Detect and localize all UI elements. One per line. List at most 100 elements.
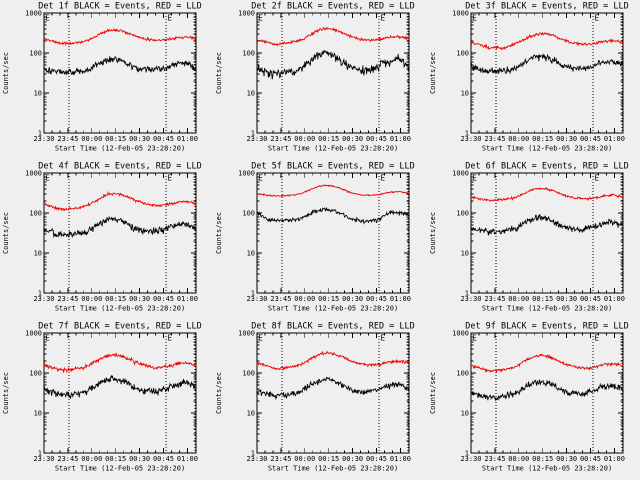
svg-text:00:00: 00:00 — [81, 295, 102, 303]
svg-text:1: 1 — [38, 289, 42, 297]
subplot-det-7f: 23:30 23:45 00:00 00:15 00:30 00:45 01:00 1 10 10… — [0, 320, 213, 480]
svg-text:Start Time (12-Feb-05 23:28:20: Start Time (12-Feb-05 23:28:20) — [481, 304, 611, 312]
svg-text:23:30: 23:30 — [460, 455, 481, 463]
svg-text:Counts/sec: Counts/sec — [429, 212, 437, 254]
svg-text:E: E — [594, 334, 599, 343]
chart-det-8f: 23:30 23:45 00:00 00:15 00:30 00:45 01:00 1 10 10… — [215, 322, 415, 473]
svg-text:Det 9f BLACK = Events, RED = L: Det 9f BLACK = Events, RED = LLD — [465, 322, 628, 332]
svg-text:00:00: 00:00 — [295, 455, 316, 463]
svg-text:01:00: 01:00 — [177, 295, 198, 303]
svg-text:10: 10 — [247, 249, 255, 257]
chart-det-2f: 23:30 23:45 00:00 00:15 00:30 00:45 01:00 1 10 10… — [215, 2, 415, 153]
svg-text:100: 100 — [243, 210, 256, 218]
svg-text:E: E — [167, 14, 172, 23]
svg-text:100: 100 — [456, 370, 469, 378]
svg-text:100: 100 — [29, 370, 42, 378]
svg-text:23:45: 23:45 — [484, 295, 505, 303]
svg-text:00:00: 00:00 — [508, 455, 529, 463]
svg-text:E: E — [381, 14, 386, 23]
svg-text:E: E — [381, 334, 386, 343]
svg-text:1000: 1000 — [238, 10, 255, 18]
svg-text:01:00: 01:00 — [604, 295, 625, 303]
svg-text:00:45: 00:45 — [153, 455, 174, 463]
svg-text:Counts/sec: Counts/sec — [2, 372, 10, 414]
svg-text:1000: 1000 — [452, 10, 469, 18]
svg-text:1000: 1000 — [238, 170, 255, 178]
svg-text:1: 1 — [38, 129, 42, 137]
svg-text:00:45: 00:45 — [580, 135, 601, 143]
svg-text:1: 1 — [464, 449, 468, 457]
svg-text:23:45: 23:45 — [57, 455, 78, 463]
svg-text:00:45: 00:45 — [366, 295, 387, 303]
svg-text:E: E — [167, 334, 172, 343]
svg-text:23:45: 23:45 — [271, 295, 292, 303]
svg-text:E: E — [381, 174, 386, 183]
svg-text:01:00: 01:00 — [390, 295, 411, 303]
svg-text:00:45: 00:45 — [366, 135, 387, 143]
svg-text:E: E — [259, 334, 264, 343]
svg-text:1: 1 — [251, 289, 255, 297]
svg-text:10: 10 — [34, 249, 42, 257]
svg-text:23:30: 23:30 — [247, 135, 268, 143]
chart-det-4f: 23:30 23:45 00:00 00:15 00:30 00:45 01:00 1 10 10… — [2, 162, 202, 313]
chart-det-6f: 23:30 23:45 00:00 00:15 00:30 00:45 01:00 1 10 10… — [429, 162, 629, 313]
svg-text:100: 100 — [456, 210, 469, 218]
svg-text:23:45: 23:45 — [57, 295, 78, 303]
svg-text:Start Time (12-Feb-05 23:28:20: Start Time (12-Feb-05 23:28:20) — [268, 304, 398, 312]
svg-text:Det 1f BLACK = Events, RED = L: Det 1f BLACK = Events, RED = LLD — [38, 2, 201, 12]
svg-text:1: 1 — [251, 449, 255, 457]
svg-text:01:00: 01:00 — [177, 135, 198, 143]
svg-text:00:30: 00:30 — [129, 135, 150, 143]
svg-text:23:30: 23:30 — [33, 295, 54, 303]
subplot-det-9f: 23:30 23:45 00:00 00:15 00:30 00:45 01:00 1 10 10… — [427, 320, 640, 480]
svg-text:23:30: 23:30 — [460, 135, 481, 143]
svg-text:Start Time (12-Feb-05 23:28:20: Start Time (12-Feb-05 23:28:20) — [55, 464, 185, 472]
subplot-det-6f: 23:30 23:45 00:00 00:15 00:30 00:45 01:00 1 10 10… — [427, 160, 640, 320]
svg-text:00:15: 00:15 — [105, 455, 126, 463]
svg-text:00:00: 00:00 — [295, 135, 316, 143]
svg-text:10: 10 — [460, 249, 468, 257]
svg-text:10: 10 — [34, 409, 42, 417]
svg-text:23:45: 23:45 — [57, 135, 78, 143]
svg-text:Det 6f BLACK = Events, RED = L: Det 6f BLACK = Events, RED = LLD — [465, 162, 628, 172]
svg-text:E: E — [594, 174, 599, 183]
svg-text:Start Time (12-Feb-05 23:28:20: Start Time (12-Feb-05 23:28:20) — [268, 464, 398, 472]
svg-text:00:15: 00:15 — [319, 455, 340, 463]
svg-text:Det 8f BLACK = Events, RED = L: Det 8f BLACK = Events, RED = LLD — [252, 322, 415, 332]
svg-text:00:15: 00:15 — [319, 135, 340, 143]
svg-text:23:45: 23:45 — [484, 455, 505, 463]
svg-text:00:30: 00:30 — [342, 135, 363, 143]
svg-text:00:30: 00:30 — [129, 295, 150, 303]
svg-text:00:15: 00:15 — [532, 295, 553, 303]
svg-text:1: 1 — [38, 449, 42, 457]
subplot-det-4f: 23:30 23:45 00:00 00:15 00:30 00:45 01:00 1 10 10… — [0, 160, 213, 320]
svg-text:E: E — [259, 14, 264, 23]
svg-text:00:45: 00:45 — [366, 455, 387, 463]
svg-text:Det 2f BLACK = Events, RED = L: Det 2f BLACK = Events, RED = LLD — [252, 2, 415, 12]
svg-text:23:30: 23:30 — [247, 295, 268, 303]
chart-det-9f: 23:30 23:45 00:00 00:15 00:30 00:45 01:00 1 10 10… — [429, 322, 629, 473]
svg-text:Counts/sec: Counts/sec — [215, 372, 223, 414]
svg-text:00:30: 00:30 — [342, 455, 363, 463]
svg-text:00:15: 00:15 — [319, 295, 340, 303]
svg-text:1000: 1000 — [25, 330, 42, 338]
svg-text:00:15: 00:15 — [105, 135, 126, 143]
svg-text:100: 100 — [456, 50, 469, 58]
svg-text:Start Time (12-Feb-05 23:28:20: Start Time (12-Feb-05 23:28:20) — [55, 304, 185, 312]
svg-text:10: 10 — [247, 409, 255, 417]
svg-text:E: E — [472, 174, 477, 183]
svg-text:00:30: 00:30 — [342, 295, 363, 303]
svg-text:Counts/sec: Counts/sec — [215, 52, 223, 94]
svg-text:00:30: 00:30 — [129, 455, 150, 463]
svg-text:00:30: 00:30 — [556, 135, 577, 143]
chart-det-5f: 23:30 23:45 00:00 00:15 00:30 00:45 01:00 1 10 10… — [215, 162, 415, 313]
svg-text:1000: 1000 — [25, 170, 42, 178]
svg-text:1: 1 — [464, 289, 468, 297]
svg-text:Counts/sec: Counts/sec — [429, 52, 437, 94]
svg-text:00:30: 00:30 — [556, 455, 577, 463]
svg-text:10: 10 — [247, 89, 255, 97]
svg-text:E: E — [472, 14, 477, 23]
svg-text:Counts/sec: Counts/sec — [2, 212, 10, 254]
svg-text:00:45: 00:45 — [153, 135, 174, 143]
